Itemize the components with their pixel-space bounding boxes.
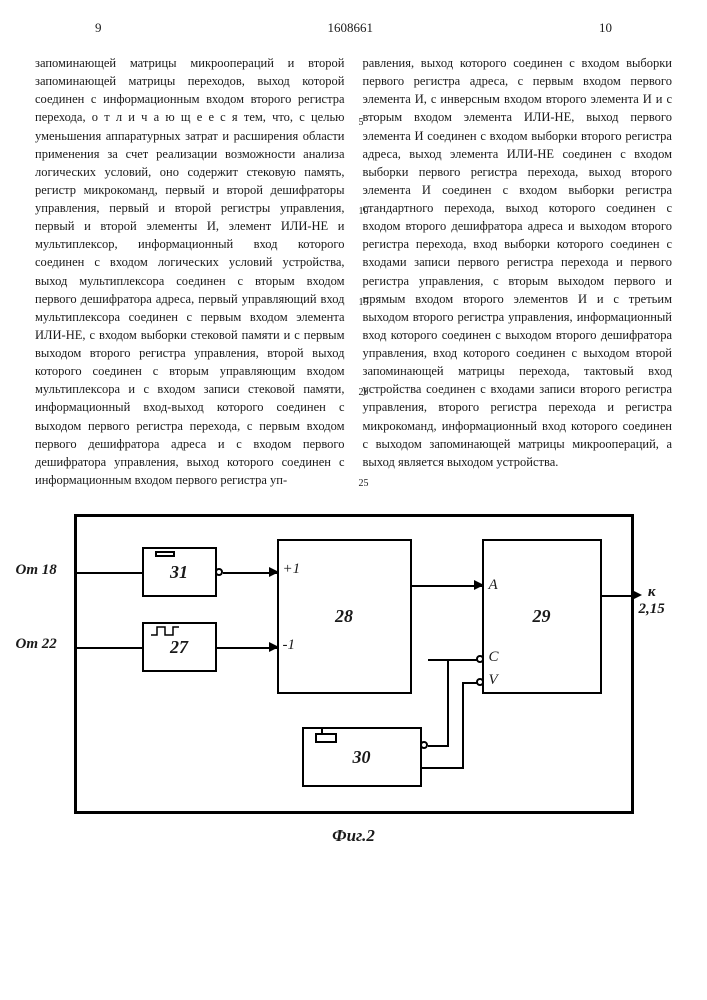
wire — [428, 659, 478, 661]
block-31: 31 — [142, 547, 217, 597]
wire — [422, 767, 464, 769]
block-30-label: 30 — [353, 747, 371, 768]
symbol-icon — [315, 733, 337, 743]
page-num-left: 9 — [95, 20, 102, 36]
col2-text: равления, выход которого соединен с вход… — [363, 56, 673, 469]
col1-text: запоминающей матрицы микроопераций и вто… — [35, 56, 345, 487]
block-29: 29 — [482, 539, 602, 694]
figure-caption: Фиг.2 — [35, 826, 672, 846]
text-columns: запоминающей матрицы микроопераций и вто… — [35, 54, 672, 489]
arrow-icon — [269, 642, 279, 652]
pin-plus1: +1 — [283, 561, 301, 578]
block-29-label: 29 — [533, 606, 551, 627]
doc-number: 1608661 — [328, 20, 374, 36]
diagram-frame: 31 27 28 +1 -1 29 A C — [74, 514, 634, 814]
ext-label-k215: к 2,15 — [639, 584, 665, 618]
pin-a: A — [489, 577, 498, 594]
page-header: 9 1608661 10 — [35, 20, 672, 36]
block-31-label: 31 — [170, 562, 188, 583]
ext-label-ot22: От 22 — [16, 636, 57, 653]
symbol-icon — [155, 551, 175, 557]
column-right: равления, выход которого соединен с вход… — [363, 54, 673, 489]
pin-minus1: -1 — [283, 637, 296, 654]
page-num-right: 10 — [599, 20, 612, 36]
wire — [77, 572, 142, 574]
wire — [77, 647, 142, 649]
wire — [428, 745, 449, 747]
wire — [217, 647, 277, 649]
arrow-icon — [632, 590, 642, 600]
figure-2: От 18 От 22 к 2,15 31 27 28 +1 — [35, 514, 672, 846]
ext-label-ot18: От 18 — [16, 562, 57, 579]
node-dot — [420, 741, 428, 749]
wire — [462, 682, 478, 684]
node-dot — [215, 568, 223, 576]
wire — [447, 659, 449, 745]
arrow-icon — [269, 567, 279, 577]
pulse-icon — [151, 625, 181, 637]
wire — [412, 585, 482, 587]
symbol-tick — [321, 729, 323, 735]
wire — [462, 682, 464, 767]
pin-v: V — [489, 672, 498, 689]
column-left: запоминающей матрицы микроопераций и вто… — [35, 54, 345, 489]
block-28-label: 28 — [335, 606, 353, 627]
pin-c: C — [489, 649, 499, 666]
block-27-label: 27 — [170, 637, 188, 658]
arrow-icon — [474, 580, 484, 590]
